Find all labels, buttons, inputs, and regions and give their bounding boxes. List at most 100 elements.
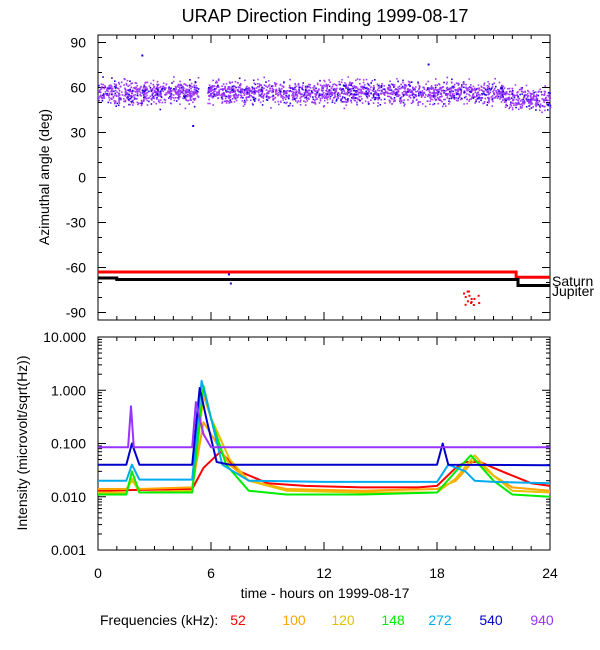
az-point: [286, 92, 288, 95]
az-point: [406, 94, 408, 96]
az-point: [506, 104, 508, 107]
az-point: [331, 94, 333, 96]
az-point: [113, 94, 116, 97]
az-point: [528, 102, 530, 104]
az-point: [155, 93, 157, 96]
az-point: [294, 92, 297, 94]
az-point: [230, 87, 233, 89]
az-point: [493, 96, 496, 99]
az-point: [392, 83, 394, 86]
az-point: [549, 106, 552, 109]
az-point: [153, 91, 156, 93]
az-point: [407, 89, 409, 92]
az-point: [217, 78, 220, 80]
az-point: [535, 97, 538, 99]
az-point: [146, 91, 149, 94]
az-point: [356, 78, 359, 80]
az-point: [290, 90, 293, 93]
az-point: [517, 108, 520, 111]
az-point: [114, 101, 117, 103]
az-point: [185, 92, 187, 94]
az-point: [374, 92, 377, 95]
az-point: [179, 103, 181, 105]
az-point: [132, 87, 135, 89]
legend-item-940: 940: [530, 612, 554, 628]
az-point: [313, 86, 316, 88]
az-point: [207, 92, 209, 94]
az-point: [213, 85, 216, 87]
az-point: [533, 91, 535, 94]
az-point: [339, 87, 342, 90]
az-point: [196, 87, 198, 89]
az-point: [156, 92, 159, 95]
az-point: [304, 104, 307, 106]
az-point: [158, 99, 160, 101]
az-point: [472, 94, 474, 96]
az-point: [445, 93, 447, 95]
az-point: [501, 93, 504, 95]
az-point: [419, 93, 422, 96]
az-point: [505, 101, 507, 103]
az-point: [125, 93, 127, 96]
az-point: [376, 83, 379, 86]
az-point: [289, 102, 292, 105]
az-point: [303, 95, 305, 97]
az-point: [438, 88, 440, 91]
az-point: [482, 102, 484, 105]
az-point: [319, 99, 322, 102]
az-point: [258, 83, 261, 85]
az-point: [433, 90, 435, 93]
az-point: [418, 86, 421, 89]
az-point: [442, 89, 444, 92]
az-point: [135, 82, 138, 84]
az-point: [284, 98, 287, 101]
az-point: [482, 87, 485, 89]
az-point: [240, 96, 242, 99]
az-point: [244, 103, 246, 106]
az-point: [312, 88, 315, 91]
az-point: [283, 96, 286, 99]
az-point: [408, 89, 411, 92]
az-point: [185, 98, 187, 100]
az-point: [400, 83, 402, 86]
az-point: [339, 83, 341, 86]
az-point: [298, 89, 300, 91]
az-red-point: [478, 302, 481, 304]
az-point: [292, 95, 295, 97]
az-point: [148, 85, 151, 87]
az-point: [476, 94, 479, 96]
az-point: [306, 87, 308, 89]
az-point: [179, 92, 182, 94]
az-point: [475, 93, 478, 95]
az-point: [546, 99, 549, 102]
az-point: [189, 93, 192, 96]
az-point: [143, 93, 146, 95]
az-point: [446, 95, 449, 97]
az-point: [246, 91, 249, 94]
az-point: [234, 93, 236, 96]
az-point: [408, 83, 410, 86]
az-point: [300, 96, 302, 98]
az-point: [465, 88, 468, 90]
az-point: [146, 94, 148, 97]
az-point: [396, 93, 398, 95]
az-point: [106, 92, 108, 95]
az-point: [224, 95, 227, 98]
az-point: [386, 92, 389, 95]
az-point: [190, 95, 192, 98]
az-point: [438, 96, 441, 98]
az-point: [140, 99, 143, 102]
az-point: [492, 90, 494, 93]
az-point: [412, 93, 415, 96]
az-point: [176, 97, 179, 99]
az-point: [129, 103, 131, 106]
az-point: [422, 103, 424, 105]
az-point: [274, 83, 277, 85]
az-point: [101, 97, 104, 100]
az-point: [399, 87, 402, 90]
az-point: [336, 93, 339, 96]
az-point: [417, 90, 419, 92]
az-point: [297, 91, 300, 93]
az-point: [101, 94, 104, 97]
az-point: [212, 89, 214, 91]
